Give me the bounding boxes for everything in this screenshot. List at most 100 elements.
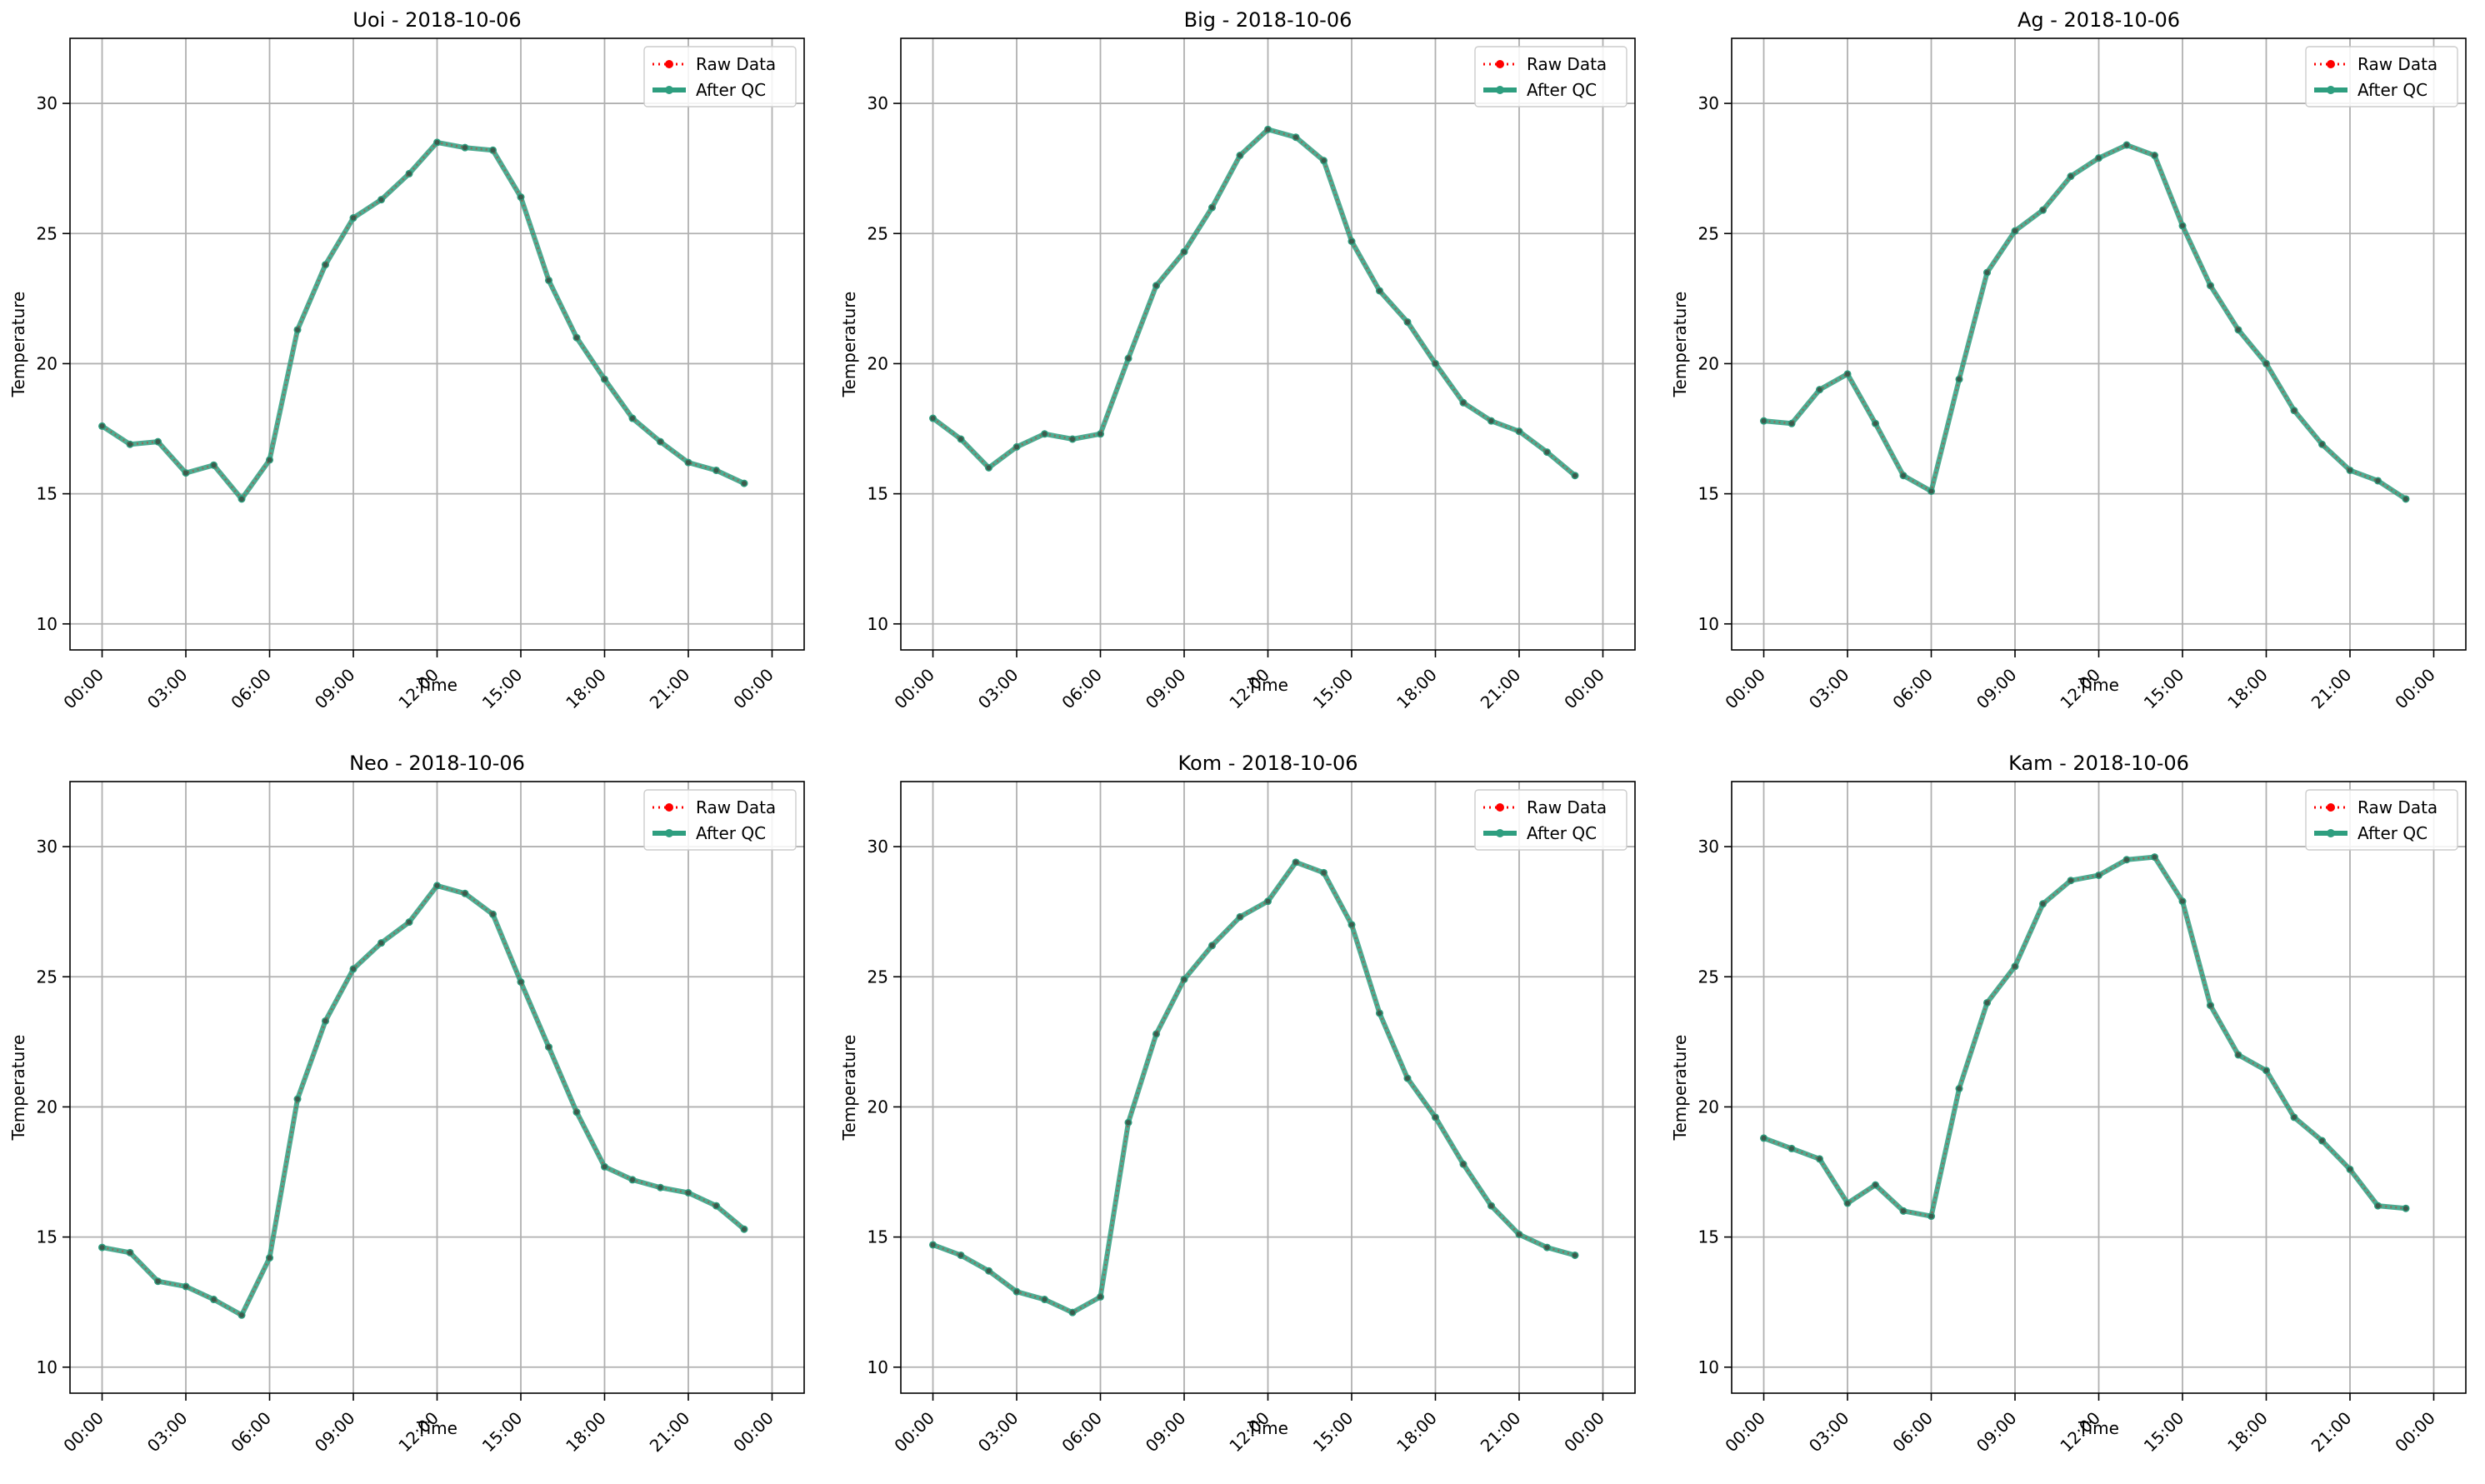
y-tick-label: 25 <box>868 223 888 243</box>
x-tick-label: 18:00 <box>1392 665 1441 713</box>
y-tick-label: 25 <box>1698 223 1719 243</box>
point-raw-data <box>1845 1200 1851 1206</box>
point-raw-data <box>1488 418 1494 424</box>
series-line-after-qc <box>932 859 1576 1316</box>
series-line-raw-data <box>932 861 1576 1314</box>
x-tick-label: 03:00 <box>143 1408 192 1457</box>
x-tick-label: 21:00 <box>646 1408 694 1457</box>
point-raw-data <box>434 882 440 888</box>
y-tick-label: 15 <box>1698 484 1719 504</box>
x-tick-label: 06:00 <box>1888 665 1937 713</box>
y-tick-label: 10 <box>1698 614 1719 634</box>
y-tick-label: 20 <box>37 353 58 373</box>
point-raw-data <box>2068 877 2074 883</box>
point-raw-data <box>1014 1289 1020 1295</box>
point-raw-data <box>2402 496 2408 502</box>
y-tick-label: 20 <box>868 1097 888 1117</box>
point-raw-data <box>295 1097 301 1102</box>
point-raw-data <box>602 1164 608 1170</box>
x-axis-label: Time <box>2078 675 2119 695</box>
point-raw-data <box>1572 472 1578 478</box>
point-raw-data <box>183 470 189 476</box>
point-raw-data <box>1153 1031 1159 1037</box>
point-raw-data <box>1042 431 1048 437</box>
point-raw-data <box>2263 1067 2269 1073</box>
point-raw-data <box>1984 1000 1990 1006</box>
x-tick-label: 00:00 <box>1721 1408 1769 1457</box>
point-raw-data <box>629 1177 635 1182</box>
point-raw-data <box>1348 238 1354 244</box>
point-raw-data <box>930 416 936 422</box>
point-raw-data <box>1238 152 1243 158</box>
point-raw-data <box>713 467 719 473</box>
point-raw-data <box>1544 449 1550 455</box>
legend-label-after-qc: After QC <box>2358 80 2428 100</box>
y-tick-label: 25 <box>37 967 58 987</box>
y-tick-label: 15 <box>868 484 888 504</box>
point-raw-data <box>2375 477 2381 483</box>
chart-panel-3: 00:00 03:00 06:00 09:00 12:00 15:00 18:00 21:00… <box>8 752 805 1457</box>
x-tick-label: 18:00 <box>1392 1408 1441 1457</box>
legend-marker-raw-data <box>2327 803 2335 812</box>
point-raw-data <box>351 966 357 972</box>
series-line-after-qc <box>1763 142 2408 502</box>
point-raw-data <box>378 197 384 202</box>
y-tick-label: 15 <box>1698 1227 1719 1247</box>
plot-frame <box>900 781 1636 1394</box>
x-tick-label: 00:00 <box>1560 665 1608 713</box>
chart-panel-1: 00:00 03:00 06:00 09:00 12:00 15:00 18:00 21:00… <box>839 8 1636 713</box>
x-tick-label: 00:00 <box>890 665 938 713</box>
point-raw-data <box>2096 155 2102 161</box>
point-raw-data <box>1901 1208 1907 1214</box>
series-line-raw-data <box>932 127 1576 477</box>
point-raw-data <box>986 1268 992 1274</box>
point-raw-data <box>2123 142 2129 148</box>
chart-panel-4: 00:00 03:00 06:00 09:00 12:00 15:00 18:00 21:00… <box>839 752 1636 1457</box>
point-raw-data <box>128 442 133 447</box>
point-raw-data <box>1182 249 1188 255</box>
point-raw-data <box>2263 361 2269 367</box>
point-raw-data <box>1872 1182 1878 1188</box>
chart-panel-2: 00:00 03:00 06:00 09:00 12:00 15:00 18:00 21:00… <box>1670 8 2467 713</box>
y-axis-label: Temperature <box>8 1035 28 1142</box>
y-tick-label: 30 <box>1698 93 1719 113</box>
point-raw-data <box>986 465 992 471</box>
point-raw-data <box>1209 205 1215 211</box>
point-raw-data <box>490 912 496 917</box>
point-raw-data <box>2040 207 2046 213</box>
y-tick-label: 25 <box>1698 967 1719 987</box>
y-tick-label: 10 <box>868 614 888 634</box>
x-tick-label: 18:00 <box>562 665 610 713</box>
point-raw-data <box>1761 418 1767 424</box>
y-axis-label: Temperature <box>839 292 859 398</box>
point-raw-data <box>741 1227 747 1232</box>
point-raw-data <box>2096 872 2102 878</box>
point-raw-data <box>1321 157 1327 163</box>
point-raw-data <box>1901 472 1907 478</box>
legend-marker-raw-data <box>2327 60 2335 68</box>
x-tick-label: 03:00 <box>1805 665 1853 713</box>
y-tick-label: 30 <box>37 837 58 857</box>
x-axis-label: Time <box>1247 1418 1288 1438</box>
legend-label-after-qc: After QC <box>696 823 766 843</box>
point-raw-data <box>1432 1114 1438 1120</box>
legend-label-raw-data: Raw Data <box>1527 54 1607 74</box>
point-raw-data <box>1572 1252 1578 1258</box>
legend-label-after-qc: After QC <box>1527 80 1597 100</box>
point-raw-data <box>2123 857 2129 862</box>
legend-marker-raw-data <box>665 803 673 812</box>
legend-marker-after-qc <box>1496 86 1504 94</box>
point-raw-data <box>267 457 272 462</box>
series-line-raw-data <box>1763 143 2407 500</box>
x-tick-label: 00:00 <box>2391 1408 2439 1457</box>
point-raw-data <box>1126 1120 1132 1126</box>
x-tick-label: 09:00 <box>1972 1408 2021 1457</box>
point-raw-data <box>351 215 357 221</box>
legend-label-raw-data: Raw Data <box>2358 797 2438 817</box>
legend: Raw Data After QC <box>643 46 797 107</box>
point-raw-data <box>2068 173 2074 179</box>
x-tick-label: 21:00 <box>2308 665 2356 713</box>
point-raw-data <box>1789 1146 1795 1152</box>
x-tick-label: 00:00 <box>729 1408 778 1457</box>
